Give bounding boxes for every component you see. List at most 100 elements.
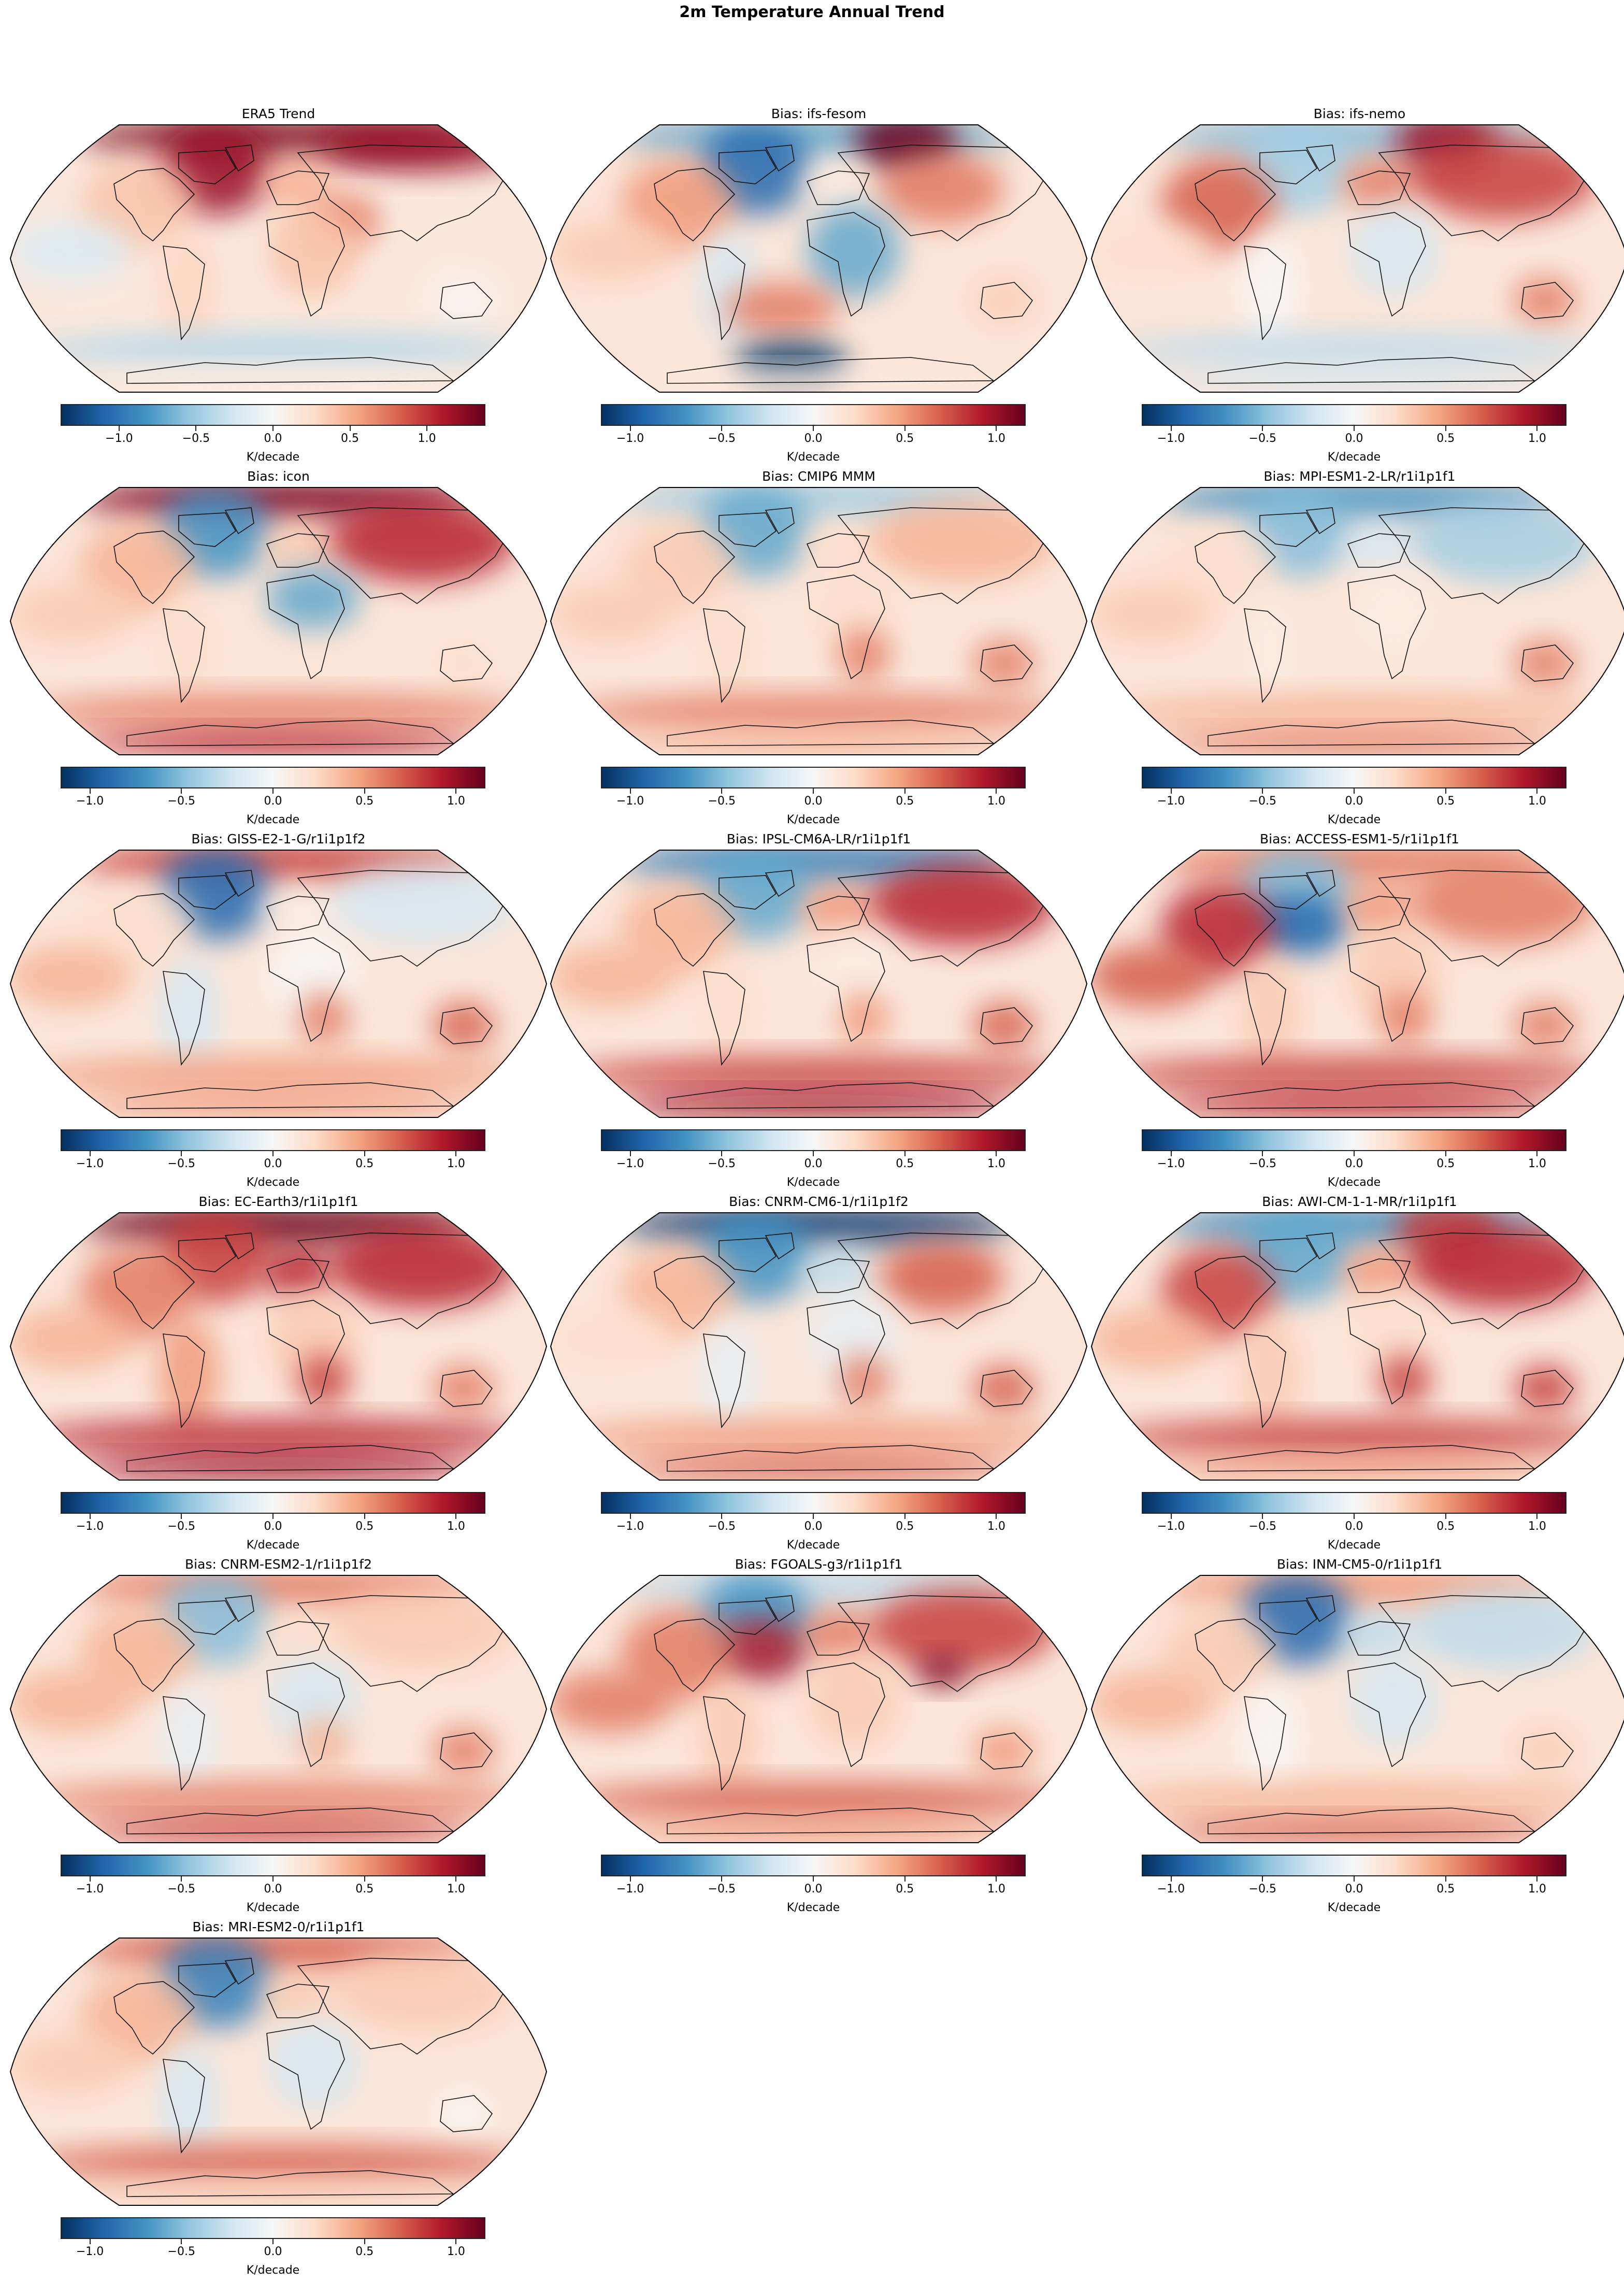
colorbar-label: K/decade [246, 813, 300, 826]
colorbar-tick-label: 0.5 [355, 2245, 374, 2258]
colorbar-tick [118, 426, 120, 431]
colorbar-tick-label: 1.0 [987, 795, 1005, 808]
panel-title: Bias: ifs-nemo [1313, 106, 1406, 121]
map-panel: ERA5 Trend −1.0 −0.5 0.0 [8, 106, 549, 469]
colorbar-label: K/decade [246, 451, 300, 464]
robinson-map [1089, 847, 1624, 1121]
colorbar-tick [1262, 1876, 1263, 1882]
map-panel: Bias: ACCESS-ESM1-5/r1i1p1f1 −1.0 −0.5 [1089, 831, 1624, 1194]
colorbar [61, 2217, 485, 2239]
colorbar-tick-label: 1.0 [987, 432, 1005, 445]
panel-title: Bias: CMIP6 MMM [762, 469, 875, 484]
colorbar-tick [721, 788, 723, 794]
colorbar [61, 1129, 485, 1151]
colorbar-tick-label: 0.0 [804, 1883, 823, 1896]
colorbar-tick [455, 1876, 457, 1882]
colorbar-tick [89, 1151, 91, 1156]
colorbar-tick [996, 788, 997, 794]
colorbar-tick-label: −1.0 [1157, 1883, 1185, 1896]
map-panel: Bias: ifs-fesom −1.0 −0.5 0.0 [548, 106, 1089, 469]
panel-title: Bias: FGOALS-g3/r1i1p1f1 [735, 1557, 903, 1572]
colorbar-tick [996, 1876, 997, 1882]
map-panel: Bias: ifs-nemo −1.0 −0.5 0.0 [1089, 106, 1624, 469]
colorbar-ticks: −1.0 −0.5 0.0 0.5 1.0 [1142, 1514, 1566, 1550]
colorbar-ticks: −1.0 −0.5 0.0 0.5 1.0 [1142, 426, 1566, 462]
colorbar [601, 404, 1026, 426]
colorbar-ticks: −1.0 −0.5 0.0 0.5 1.0 [61, 788, 485, 825]
colorbar-tick-label: 0.5 [1436, 1157, 1455, 1170]
robinson-map [8, 484, 549, 758]
robinson-map [1089, 484, 1624, 758]
colorbar-ticks: −1.0 −0.5 0.0 0.5 1.0 [61, 426, 485, 462]
figure-suptitle: 2m Temperature Annual Trend [679, 3, 945, 21]
colorbar-tick-label: 0.0 [804, 432, 823, 445]
robinson-map [548, 484, 1089, 758]
colorbar-tick [721, 1514, 723, 1519]
colorbar-tick-label: 0.5 [355, 1157, 374, 1170]
colorbar-tick [1536, 1151, 1538, 1156]
colorbar-ticks: −1.0 −0.5 0.0 0.5 1.0 [61, 1151, 485, 1187]
colorbar-ticks: −1.0 −0.5 0.0 0.5 1.0 [601, 1876, 1026, 1913]
colorbar-label: K/decade [786, 813, 840, 826]
colorbar-tick-label: −1.0 [616, 1157, 644, 1170]
colorbar [1142, 1129, 1566, 1151]
panel-title: Bias: INM-CM5-0/r1i1p1f1 [1276, 1557, 1443, 1572]
robinson-map [8, 1572, 549, 1846]
colorbar-tick [364, 1876, 365, 1882]
colorbar-tick-label: −0.5 [1248, 1157, 1276, 1170]
colorbar-label: K/decade [786, 451, 840, 464]
colorbar-tick [1170, 1876, 1172, 1882]
colorbar-tick-label: 0.0 [264, 2245, 282, 2258]
robinson-map [548, 1210, 1089, 1483]
colorbar-tick-label: 1.0 [1528, 1883, 1546, 1896]
colorbar-tick [904, 1514, 906, 1519]
colorbar-label: K/decade [246, 1539, 300, 1552]
colorbar-tick-label: −1.0 [1157, 432, 1185, 445]
colorbar-tick-label: 1.0 [447, 1520, 465, 1533]
colorbar-tick [721, 426, 723, 431]
colorbar-tick-label: 0.5 [1436, 1520, 1455, 1533]
colorbar-tick-label: 0.5 [896, 432, 914, 445]
colorbar-tick [629, 1514, 631, 1519]
panel-title: Bias: ifs-fesom [771, 106, 867, 121]
colorbar-tick-label: 0.0 [1345, 1883, 1363, 1896]
colorbar [601, 1129, 1026, 1151]
colorbar-tick-label: −1.0 [76, 2245, 104, 2258]
colorbar-tick-label: 1.0 [447, 795, 465, 808]
panel-title: Bias: MRI-ESM2-0/r1i1p1f1 [192, 1919, 365, 1934]
colorbar-tick-label: −1.0 [105, 432, 133, 445]
colorbar-tick-label: −0.5 [708, 1520, 736, 1533]
colorbar-tick [1170, 1514, 1172, 1519]
colorbar [61, 1855, 485, 1876]
colorbar-ticks: −1.0 −0.5 0.0 0.5 1.0 [1142, 1876, 1566, 1913]
colorbar-tick-label: 0.0 [1345, 432, 1363, 445]
colorbar [61, 404, 485, 426]
map-panel: Bias: IPSL-CM6A-LR/r1i1p1f1 −1.0 −0.5 [548, 831, 1089, 1194]
colorbar-tick-label: 1.0 [987, 1883, 1005, 1896]
colorbar-tick-label: −0.5 [167, 1157, 195, 1170]
colorbar-label: K/decade [1327, 1901, 1381, 1914]
colorbar-ticks: −1.0 −0.5 0.0 0.5 1.0 [1142, 788, 1566, 825]
colorbar [1142, 1492, 1566, 1514]
colorbar-tick-label: 1.0 [418, 432, 436, 445]
colorbar-tick-label: 1.0 [1528, 1157, 1546, 1170]
colorbar-label: K/decade [246, 2264, 300, 2277]
colorbar-tick-label: 0.0 [1345, 795, 1363, 808]
colorbar-tick [1536, 788, 1538, 794]
colorbar-tick-label: 0.5 [896, 795, 914, 808]
colorbar-tick-label: 0.5 [1436, 432, 1455, 445]
colorbar-tick-label: −0.5 [167, 2245, 195, 2258]
colorbar-tick-label: −0.5 [708, 432, 736, 445]
panel-title: Bias: icon [247, 469, 310, 484]
colorbar [1142, 404, 1566, 426]
colorbar-tick [721, 1151, 723, 1156]
colorbar [1142, 1855, 1566, 1876]
colorbar-tick [181, 788, 182, 794]
colorbar-tick [1536, 1514, 1538, 1519]
colorbar-tick-label: 0.5 [896, 1157, 914, 1170]
map-panel: Bias: GISS-E2-1-G/r1i1p1f2 −1.0 −0.5 [8, 831, 549, 1194]
robinson-map [1089, 122, 1624, 395]
colorbar-tick-label: 0.0 [264, 795, 282, 808]
colorbar-tick-label: 0.5 [896, 1883, 914, 1896]
map-panel: Bias: AWI-CM-1-1-MR/r1i1p1f1 −1.0 −0.5 [1089, 1194, 1624, 1557]
